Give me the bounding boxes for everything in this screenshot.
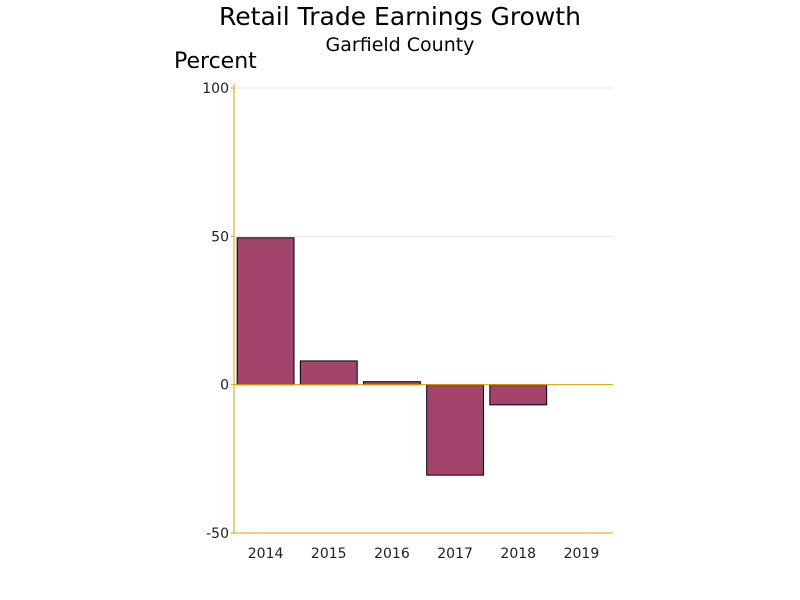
chart-subtitle: Garfield County [326,34,475,56]
bar-2018 [489,384,548,406]
bar-2015 [299,360,358,386]
bar-series [236,237,548,476]
x-tick-label: 2017 [437,546,473,562]
y-axis-label: Percent [174,49,257,74]
x-tick-label: 2014 [248,546,284,562]
grid-lines [234,87,613,237]
y-tick-label: 100 [202,81,229,97]
y-tick-label: 0 [220,378,229,394]
x-tick-label: 2015 [311,546,347,562]
bar-2017 [426,384,485,476]
x-tick-label: 2016 [374,546,410,562]
x-axis-ticks: 2014 2015 2016 2017 2018 2019 [248,546,599,562]
x-tick-label: 2019 [564,546,600,562]
bar-2014 [236,237,295,386]
chart-title: Retail Trade Earnings Growth [219,2,581,31]
x-tick-label: 2018 [500,546,536,562]
y-tick-label: 50 [211,229,229,245]
y-axis-ticks: 100 50 0 -50 [202,81,234,542]
y-tick-label: -50 [206,526,229,542]
axes [233,84,613,534]
